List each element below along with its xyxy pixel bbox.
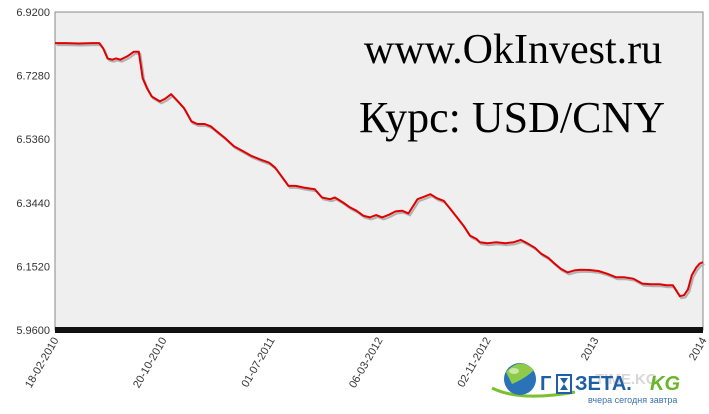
x-axis-bar [55,327,703,333]
logo-letter-left: Г [540,373,551,395]
y-tick-label: 6.3440 [16,198,50,210]
x-tick-label: 18-02-2010 [23,336,62,391]
globe-icon [504,363,536,395]
y-axis: 6.9200 6.7280 6.5360 6.3440 6.1520 5.9600 [16,7,50,337]
x-tick-label: 06-03-2012 [347,336,386,391]
y-tick-label: 6.9200 [16,7,50,19]
zeta-kg-logo: TIME.KG Г ЗЕТА. KG вчера сегодня завтра [491,363,680,405]
logo-name: ЗЕТА. [575,373,632,395]
plot-area [54,11,704,331]
x-tick-label: 2013 [579,336,602,363]
y-tick-label: 6.7280 [16,71,50,83]
y-tick-label: 6.1520 [16,261,50,273]
watermark-url: www.OkInvest.ru [364,27,662,73]
x-tick-label: 02-11-2012 [455,336,493,390]
logo-faded-text: TIME.KG [595,371,658,388]
series-layer [55,42,705,300]
x-tick-label: 01-07-2011 [239,336,277,390]
chart-title: Курс: USD/CNY [359,93,665,142]
y-tick-label: 6.5360 [16,134,50,146]
series-line-usd-cny [55,42,704,298]
x-tick-label: 20-10-2010 [131,336,170,391]
x-tick-label: 2014 [687,336,709,363]
logo-kg: KG [650,373,680,395]
hourglass-icon [556,374,572,394]
y-tick-label: 5.9600 [16,325,50,337]
logo-tagline: вчера сегодня завтра [588,395,677,405]
